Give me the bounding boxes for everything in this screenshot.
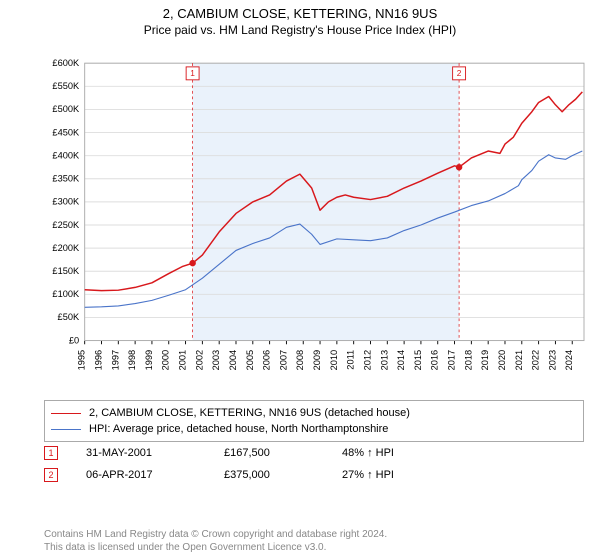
marker-row: 2 06-APR-2017 £375,000 27% ↑ HPI: [44, 464, 584, 486]
legend-row: 2, CAMBIUM CLOSE, KETTERING, NN16 9US (d…: [51, 405, 577, 421]
svg-text:1998: 1998: [127, 350, 137, 371]
marker-table: 1 31-MAY-2001 £167,500 48% ↑ HPI 2 06-APR-201…: [44, 442, 584, 486]
legend-row: HPI: Average price, detached house, Nort…: [51, 421, 577, 437]
svg-text:2005: 2005: [245, 350, 255, 371]
svg-text:£450K: £450K: [52, 127, 80, 137]
svg-text:£350K: £350K: [52, 174, 80, 184]
svg-text:£200K: £200K: [52, 243, 80, 253]
svg-text:1: 1: [190, 68, 195, 78]
chart-title: 2, CAMBIUM CLOSE, KETTERING, NN16 9US: [0, 0, 600, 21]
marker-date: 31-MAY-2001: [86, 447, 196, 459]
svg-text:2006: 2006: [262, 350, 272, 371]
svg-text:£600K: £600K: [52, 58, 80, 68]
svg-text:2017: 2017: [447, 350, 457, 371]
svg-text:2: 2: [457, 68, 462, 78]
svg-text:£150K: £150K: [52, 266, 80, 276]
svg-text:2024: 2024: [564, 350, 574, 371]
svg-text:2023: 2023: [547, 350, 557, 371]
legend-label: 2, CAMBIUM CLOSE, KETTERING, NN16 9US (d…: [89, 405, 410, 421]
svg-text:2012: 2012: [362, 350, 372, 371]
legend: 2, CAMBIUM CLOSE, KETTERING, NN16 9US (d…: [44, 400, 584, 442]
svg-text:2013: 2013: [379, 350, 389, 371]
svg-text:2003: 2003: [211, 350, 221, 371]
marker-delta: 48% ↑ HPI: [342, 447, 394, 459]
svg-text:£400K: £400K: [52, 150, 80, 160]
footer: Contains HM Land Registry data © Crown c…: [44, 528, 584, 554]
chart-subtitle: Price paid vs. HM Land Registry's House …: [0, 21, 600, 37]
marker-delta: 27% ↑ HPI: [342, 469, 394, 481]
svg-text:2007: 2007: [278, 350, 288, 371]
svg-text:2010: 2010: [329, 350, 339, 371]
svg-text:2011: 2011: [346, 350, 356, 370]
svg-text:2021: 2021: [514, 350, 524, 371]
svg-text:2018: 2018: [463, 350, 473, 371]
svg-text:£50K: £50K: [58, 312, 80, 322]
svg-text:£0: £0: [69, 335, 79, 345]
marker-badge: 2: [44, 468, 58, 482]
footer-line-1: Contains HM Land Registry data © Crown c…: [44, 528, 584, 541]
svg-text:2015: 2015: [413, 350, 423, 371]
svg-text:2004: 2004: [228, 350, 238, 371]
legend-swatch: [51, 413, 81, 414]
svg-text:£550K: £550K: [52, 81, 80, 91]
svg-text:1997: 1997: [110, 350, 120, 371]
marker-price: £375,000: [224, 469, 314, 481]
svg-text:2000: 2000: [161, 350, 171, 371]
svg-text:2009: 2009: [312, 350, 322, 371]
svg-text:£100K: £100K: [52, 289, 80, 299]
chart-plot: £0 £50K £100K £150K £200K £250K £300K £350K £400…: [44, 50, 584, 370]
marker-badge: 1: [44, 446, 58, 460]
svg-text:1999: 1999: [144, 350, 154, 371]
marker-price: £167,500: [224, 447, 314, 459]
svg-text:2020: 2020: [497, 350, 507, 371]
legend-label: HPI: Average price, detached house, Nort…: [89, 421, 388, 437]
marker-row: 1 31-MAY-2001 £167,500 48% ↑ HPI: [44, 442, 584, 464]
svg-text:2002: 2002: [194, 350, 204, 371]
svg-text:2022: 2022: [531, 350, 541, 371]
marker-date: 06-APR-2017: [86, 469, 196, 481]
svg-text:£500K: £500K: [52, 104, 80, 114]
footer-line-2: This data is licensed under the Open Gov…: [44, 541, 584, 554]
svg-text:2016: 2016: [430, 350, 440, 371]
svg-text:2001: 2001: [178, 350, 188, 371]
svg-text:2008: 2008: [295, 350, 305, 371]
svg-text:1995: 1995: [77, 350, 87, 371]
svg-text:£250K: £250K: [52, 220, 80, 230]
svg-text:2014: 2014: [396, 350, 406, 371]
legend-swatch: [51, 429, 81, 430]
svg-text:1996: 1996: [93, 350, 103, 371]
svg-text:2019: 2019: [480, 350, 490, 371]
svg-text:£300K: £300K: [52, 197, 80, 207]
